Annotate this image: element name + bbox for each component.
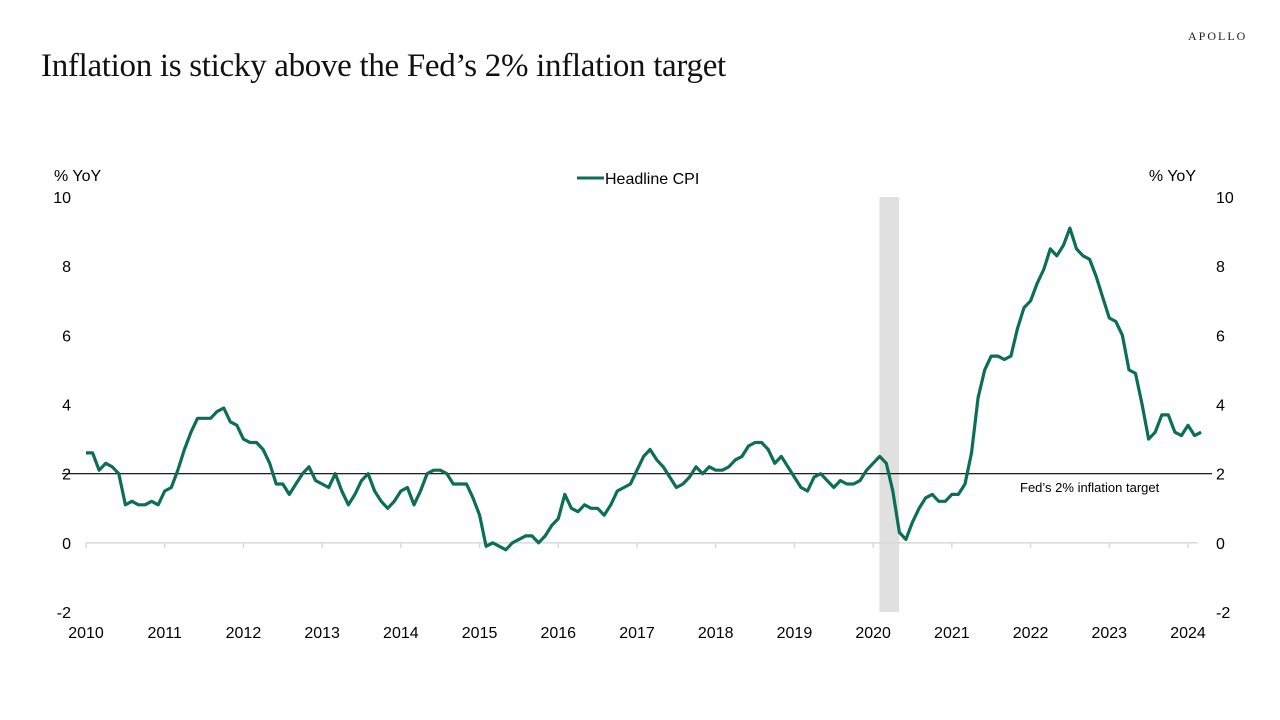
y-tick-label-right: -2 [1216, 605, 1230, 622]
x-tick-label: 2022 [1013, 625, 1049, 642]
x-tick-label: 2013 [304, 625, 340, 642]
x-tick-label: 2015 [462, 625, 498, 642]
y-tick-label-left: 10 [53, 190, 71, 207]
x-tick-label: 2023 [1091, 625, 1127, 642]
y-tick-label-right: 10 [1216, 190, 1234, 207]
target-annotation: Fed’s 2% inflation target [1020, 480, 1160, 495]
y-tick-label-right: 6 [1216, 328, 1225, 345]
x-tick-label: 2018 [698, 625, 734, 642]
legend-label: Headline CPI [605, 171, 699, 188]
x-tick-label: 2019 [777, 625, 813, 642]
x-tick-label: 2016 [540, 625, 576, 642]
left-axis-unit: % YoY [54, 168, 101, 185]
right-axis-unit: % YoY [1149, 168, 1196, 185]
headline-cpi-line [86, 226, 1202, 552]
apollo-logo: APOLLO [1188, 29, 1248, 43]
x-tick-label: 2021 [934, 625, 970, 642]
y-tick-label-right: 8 [1216, 259, 1225, 276]
x-tick-label: 2017 [619, 625, 655, 642]
y-tick-label-left: -2 [57, 605, 71, 622]
y-tick-label-left: 2 [62, 467, 71, 484]
x-tick-label: 2014 [383, 625, 419, 642]
y-tick-label-left: 8 [62, 259, 71, 276]
y-tick-label-right: 2 [1216, 467, 1225, 484]
x-tick-label: 2011 [148, 625, 183, 642]
x-tick-label: 2012 [226, 625, 262, 642]
chart-title: Inflation is sticky above the Fed’s 2% i… [41, 48, 726, 84]
y-tick-label-right: 4 [1216, 398, 1225, 415]
x-tick-label: 2010 [68, 625, 104, 642]
recession-shading [879, 197, 900, 612]
y-tick-label-right: 0 [1216, 536, 1225, 553]
x-tick-label: 2020 [855, 625, 891, 642]
y-tick-label-left: 0 [62, 536, 71, 553]
y-tick-label-left: 4 [62, 398, 71, 415]
x-tick-label: 2024 [1170, 625, 1206, 642]
y-tick-label-left: 6 [62, 328, 71, 345]
